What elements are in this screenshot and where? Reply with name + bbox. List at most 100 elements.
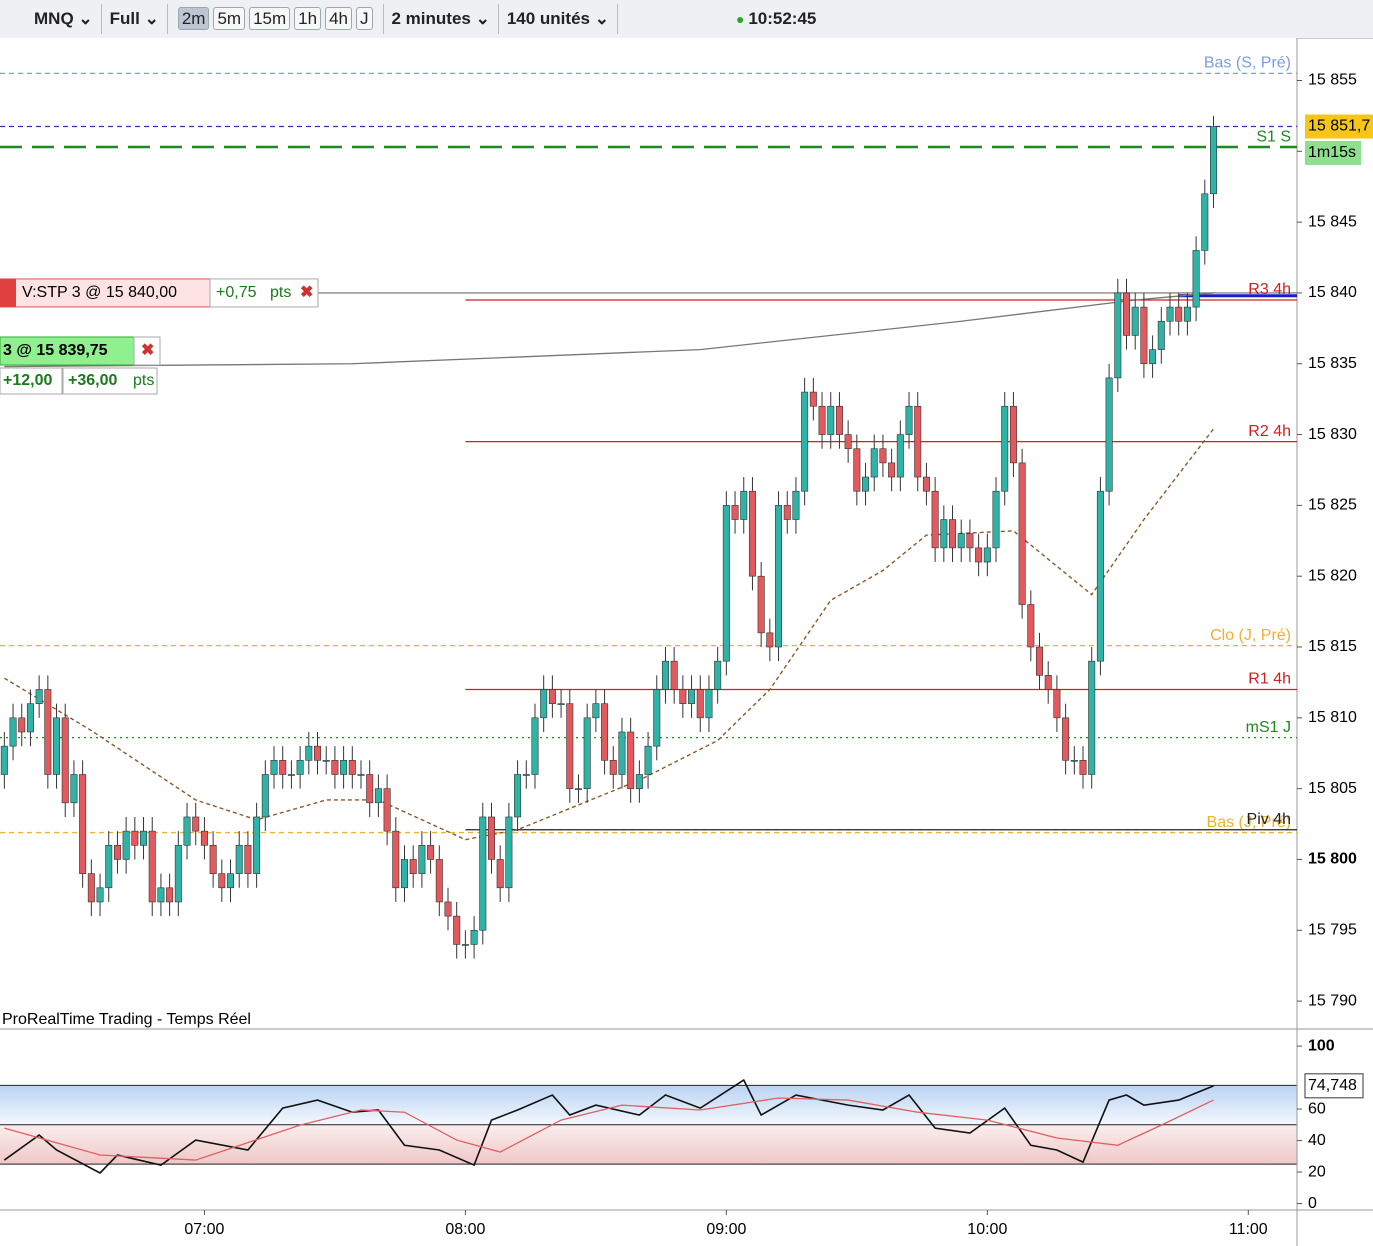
candle-body [409,859,417,874]
symbol[interactable]: MNQ [34,9,74,28]
order-pnl: +0,75 [216,284,257,301]
candle-body [122,830,130,860]
candle-body [1096,490,1104,662]
candle-body [722,505,730,662]
candle-body [853,448,861,492]
candle-body [653,689,661,747]
candle-body [279,760,287,775]
candle-body [870,448,878,478]
candle-body [1192,250,1200,308]
level-label: Piv 4h [1247,811,1291,828]
order-pnl: +12,00 [3,372,52,389]
order-label: 3 @ 15 839,75 [3,342,108,359]
candle-body [148,830,156,903]
y-tick-label: 100 [1308,1037,1335,1054]
y-tick-label: 15 830 [1308,426,1357,443]
order-cancel-box [133,336,161,366]
y-tick-label: 15 810 [1308,709,1357,726]
order-1: V:STP 3 @ 15 840,00 +0,75 pts ✖ [0,278,319,308]
level-label: S1 S [1256,128,1291,145]
units[interactable]: 140 unités [506,9,590,28]
candle-body [418,844,426,874]
candle-body [531,717,539,775]
candle-body [714,660,722,690]
order-box [0,278,211,308]
candle-body [218,873,226,889]
candle-body [609,760,617,775]
order-pnl-box [0,367,63,395]
candle-body [748,490,756,577]
candle-body [1105,377,1113,492]
candle-body [862,476,870,492]
interval[interactable]: 2 minutes [391,9,471,28]
timeframe[interactable]: 15m [249,7,291,30]
y-tick-label: 20 [1308,1163,1326,1180]
candle-body [627,731,635,789]
moving-average [3,428,1215,841]
candle-body [487,816,495,860]
level-label: Bas (J, Pré) [1207,814,1291,831]
candle-body [314,745,322,761]
x-tick-label: 11:00 [1229,1221,1268,1238]
candle-body [1027,604,1035,648]
candle-body [879,448,887,464]
candle-body [79,774,87,874]
caret: ⌄ [470,9,490,28]
candle-body [827,405,835,435]
order-unit: pts [270,284,291,301]
candle-body [844,434,852,450]
oscillator-line [3,1078,1214,1174]
band-low [0,1124,1297,1165]
candle-body [1088,660,1096,775]
candle-body [461,944,469,946]
y-tick-label: 15 790 [1308,992,1357,1009]
candle-body [809,391,817,407]
candle-body [601,703,609,761]
candle-body [548,689,556,704]
candle-body [96,887,104,903]
candle-body [392,830,400,889]
candle-body [140,830,148,846]
candle-body [270,760,278,775]
candle-body [514,774,522,818]
timeframe[interactable]: J [356,7,373,30]
timeframes: 2m 5m 15m 1h 4h J [176,7,375,30]
candle-body [227,873,235,889]
osc-last: 74,748 [1308,1077,1357,1094]
candle-body [731,505,739,520]
candle-body [1036,646,1044,676]
candle-body [35,689,43,704]
candle-body [818,405,826,435]
order-pnl-box [62,367,158,395]
candle-body [801,391,809,492]
countdown-box [1305,141,1361,165]
y-tick-label: 15 825 [1308,497,1357,514]
candle-body [1140,306,1148,365]
x-tick-label: 08:00 [445,1221,485,1238]
mode[interactable]: Full [109,9,140,28]
candle-body [235,844,243,874]
timeframe[interactable]: 4h [325,7,352,30]
timeframe[interactable]: 2m [177,7,210,30]
candle-body [888,462,896,478]
candle-body [992,490,1000,549]
candle-body [975,547,983,563]
candle-body [105,844,113,889]
candle-body [296,760,304,775]
y-tick-label: 0 [1308,1195,1317,1212]
candle-body [583,717,591,789]
candle-body [1183,306,1191,322]
timeframe[interactable]: 5m [213,7,246,30]
candle-body [400,859,408,889]
candle-body [835,405,843,435]
oscillator-line [4,1097,1214,1161]
caret: ⌄ [139,9,159,28]
x-tick-label: 09:00 [706,1221,746,1238]
candle-body [505,816,513,889]
candle-body [427,844,435,860]
candle-body [366,774,374,804]
candle-body [1018,462,1026,605]
timeframe[interactable]: 1h [294,7,322,30]
band-high [0,1085,1297,1125]
candle-body [322,760,330,762]
